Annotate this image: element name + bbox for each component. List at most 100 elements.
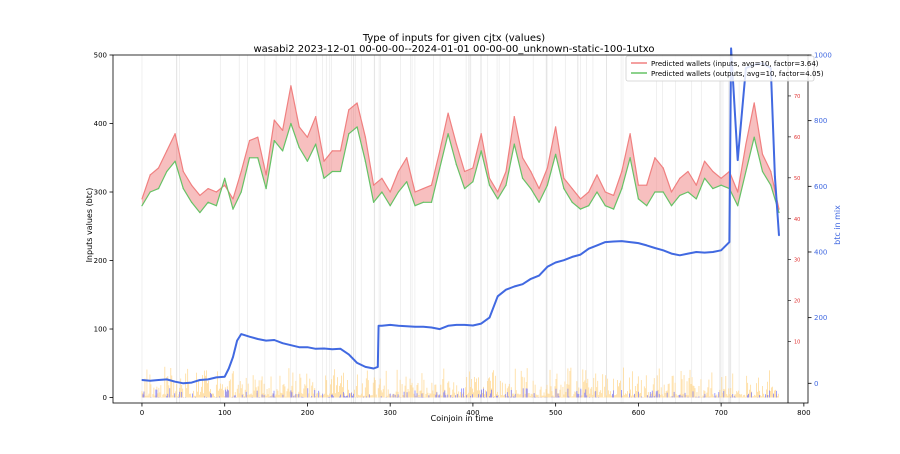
series-point-2 xyxy=(505,289,507,291)
series-point-0 xyxy=(397,170,400,173)
series-point-2 xyxy=(228,367,230,370)
series-point-2 xyxy=(679,254,681,256)
series-point-0 xyxy=(712,170,714,173)
series-point-0 xyxy=(646,184,648,186)
x-tick-label: 700 xyxy=(714,409,727,417)
series-point-1 xyxy=(497,198,499,200)
series-point-1 xyxy=(546,184,548,186)
series-point-2 xyxy=(530,278,532,280)
series-point-0 xyxy=(381,177,383,179)
series-point-0 xyxy=(273,119,275,121)
series-point-2 xyxy=(240,333,242,335)
chart-subtitle: wasabi2 2023-12-01 00-00-00--2024-01-01 … xyxy=(253,44,654,55)
series-point-1 xyxy=(248,157,251,159)
series-point-2 xyxy=(629,241,631,243)
series-point-2 xyxy=(414,326,416,328)
series-point-1 xyxy=(596,191,598,193)
inner-right-tick-label: 50 xyxy=(794,176,800,182)
series-point-0 xyxy=(364,136,366,138)
series-point-0 xyxy=(629,133,631,135)
series-point-0 xyxy=(472,167,474,169)
series-point-1 xyxy=(521,177,524,179)
series-point-0 xyxy=(770,170,772,173)
series-point-1 xyxy=(439,167,441,169)
series-point-2 xyxy=(377,325,380,327)
series-point-0 xyxy=(422,187,424,190)
series-point-2 xyxy=(207,378,209,380)
right-tick-label: 1000 xyxy=(814,52,832,60)
x-tick-label: 300 xyxy=(383,409,396,417)
series-point-1 xyxy=(687,191,689,193)
series-point-2 xyxy=(712,251,714,253)
series-point-1 xyxy=(306,160,309,162)
series-point-2 xyxy=(315,348,317,350)
series-point-1 xyxy=(157,187,160,190)
series-point-0 xyxy=(670,191,673,193)
series-point-0 xyxy=(315,116,317,118)
x-axis-label: Coinjoin in time xyxy=(431,414,494,423)
series-point-1 xyxy=(513,143,515,145)
series-point-2 xyxy=(331,348,333,350)
series-point-0 xyxy=(679,177,681,179)
series-point-0 xyxy=(240,170,242,173)
series-point-2 xyxy=(215,376,218,378)
series-point-0 xyxy=(604,191,606,193)
series-point-2 xyxy=(637,242,639,244)
series-point-1 xyxy=(464,187,466,190)
series-point-0 xyxy=(687,170,689,173)
x-tick-label: 800 xyxy=(797,409,810,417)
series-point-0 xyxy=(298,126,300,128)
series-point-2 xyxy=(730,47,732,50)
series-point-2 xyxy=(513,285,515,288)
series-point-2 xyxy=(737,159,739,161)
series-point-1 xyxy=(505,184,507,186)
series-point-1 xyxy=(455,164,457,166)
series-point-1 xyxy=(339,170,342,173)
plot-frame xyxy=(112,54,809,404)
series-point-0 xyxy=(141,198,143,200)
series-point-2 xyxy=(497,295,499,297)
inner-right-tick-label: 40 xyxy=(794,217,800,223)
series-point-2 xyxy=(298,346,300,348)
series-point-2 xyxy=(265,340,267,342)
series-point-1 xyxy=(679,194,681,197)
inner-right-tick-label: 70 xyxy=(794,94,800,100)
inner-right-tick-label: 20 xyxy=(794,299,800,305)
series-point-1 xyxy=(356,126,358,128)
series-point-2 xyxy=(538,275,540,277)
series-point-1 xyxy=(703,177,706,179)
series-point-0 xyxy=(612,194,615,197)
series-point-2 xyxy=(439,328,441,330)
series-point-2 xyxy=(149,380,151,382)
series-point-1 xyxy=(290,122,292,125)
series-point-2 xyxy=(521,283,524,285)
series-point-0 xyxy=(455,143,457,145)
series-point-1 xyxy=(430,201,433,203)
y-axis-label: Inputs values (btc) xyxy=(85,188,94,263)
series-point-0 xyxy=(331,150,333,152)
series-point-2 xyxy=(472,324,474,327)
series-point-0 xyxy=(761,153,764,155)
series-point-0 xyxy=(695,184,697,186)
series-point-2 xyxy=(339,348,342,350)
series-point-2 xyxy=(377,366,379,368)
series-point-1 xyxy=(472,181,474,183)
series-point-0 xyxy=(282,129,284,131)
series-point-1 xyxy=(745,170,747,173)
series-point-2 xyxy=(464,324,466,326)
series-point-1 xyxy=(447,133,449,135)
series-point-0 xyxy=(182,170,184,173)
series-point-1 xyxy=(199,211,201,214)
series-point-1 xyxy=(555,153,557,155)
series-point-0 xyxy=(232,198,234,200)
y-tick-label: 400 xyxy=(94,120,107,128)
series-point-0 xyxy=(546,167,548,169)
series-point-1 xyxy=(174,160,176,162)
series-point-1 xyxy=(563,187,565,190)
series-point-1 xyxy=(604,205,606,207)
series-point-2 xyxy=(157,379,160,381)
series-point-2 xyxy=(455,324,457,326)
series-point-0 xyxy=(778,208,780,210)
